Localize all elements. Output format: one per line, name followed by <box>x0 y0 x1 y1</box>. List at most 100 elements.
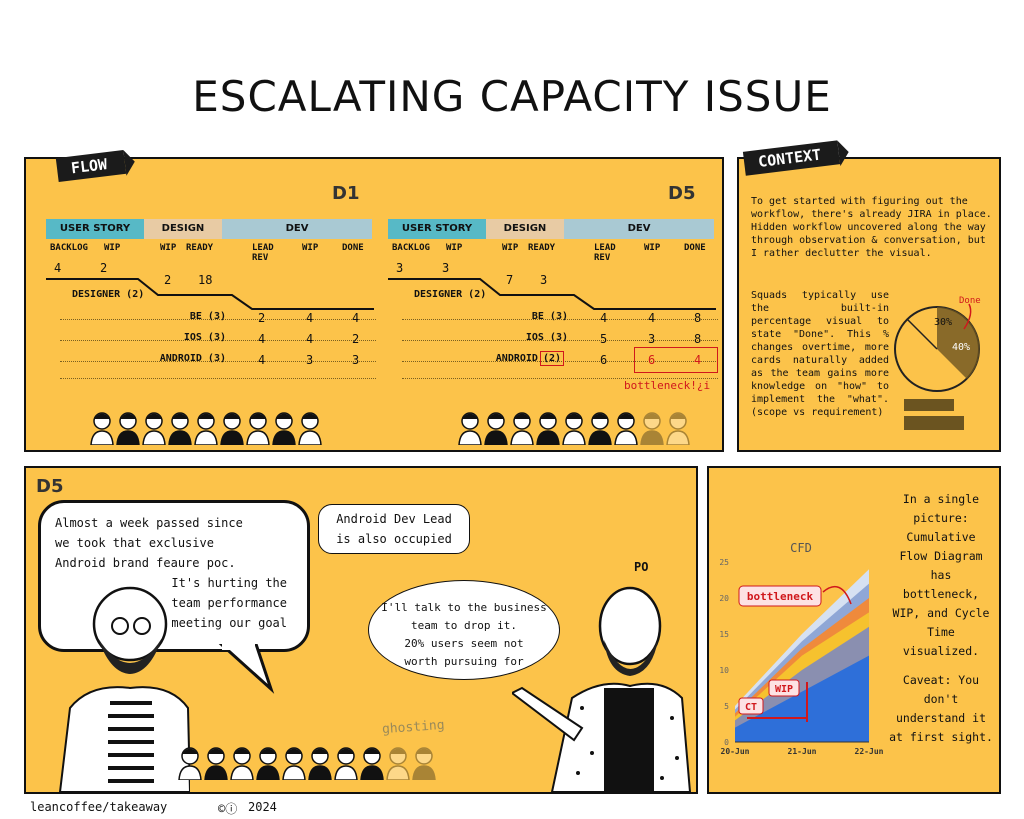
team-member-avatar <box>666 412 690 445</box>
bubble-line: Android Dev Lead <box>336 512 452 526</box>
ready-count: 3 <box>540 273 548 287</box>
row-label-text: IOS (3) <box>183 332 226 343</box>
board-day: D5 <box>668 183 696 204</box>
team-member-avatar <box>334 747 358 780</box>
row-label-text: ANDROID (3) <box>159 353 226 364</box>
context-paragraph-2: Squads typically use the built-in percen… <box>751 290 889 418</box>
y-tick-label: 20 <box>719 594 729 603</box>
col-wip: WIP <box>446 243 463 253</box>
ct-label-box <box>738 697 764 715</box>
speech-bubble-1: Almost a week passed since we took that e… <box>38 500 310 652</box>
row-label-text: BE (3) <box>531 311 568 322</box>
bottleneck-note: bottleneck!¿i <box>624 379 711 392</box>
design-wip-count: 2 <box>164 273 172 287</box>
cfd-text-line: has <box>930 568 952 582</box>
cfd-text-line: at first sight. <box>889 730 993 744</box>
row-wip: 4 <box>306 332 314 346</box>
row-label: BE (3) <box>140 311 226 322</box>
x-tick-label: 22-Jun <box>855 747 883 756</box>
team-member-avatar <box>194 412 218 445</box>
row-label: IOS (3) <box>140 332 226 343</box>
y-tick-label: 10 <box>719 666 729 675</box>
cfd-text-line: picture: <box>913 511 969 525</box>
bubble-line: team performance <box>171 596 287 610</box>
bubble-line: team to drop it. <box>411 619 517 632</box>
cfd-text-line: understand it <box>895 711 986 725</box>
team-member-avatar <box>168 412 192 445</box>
pie-label-40: 40% <box>952 342 971 353</box>
backlog-count: 4 <box>54 261 62 275</box>
bubble-line: we took that exclusive <box>55 536 214 550</box>
board-day: D1 <box>332 183 360 204</box>
col-design-wip: WIP <box>502 243 519 253</box>
row-wip: 4 <box>306 311 314 325</box>
col-lead-rev: LEAD REV <box>252 243 274 263</box>
cfd-chart: CFD 0 5 10 15 20 25 20-Jun 21-Jun 22-Jun bottlenec… <box>719 541 883 756</box>
bubble-line: It's hurting the <box>171 576 287 590</box>
ct-label: CT <box>745 702 757 713</box>
flow-board-d1: D1 USER STORY DESIGN DEV BACKLOG WIP WIP READY L… <box>46 159 376 449</box>
team-member-avatar <box>220 412 244 445</box>
row-dotted-line <box>402 361 718 363</box>
cfd-text-line: In a single <box>902 492 980 506</box>
page-title: ESCALATING CAPACITY ISSUE <box>192 72 832 121</box>
team-member-avatar <box>614 412 638 445</box>
design-wip-count: 7 <box>506 273 514 287</box>
team-member-avatar <box>510 412 534 445</box>
cc-icon: ©ⓘ <box>218 802 238 816</box>
ready-count: 18 <box>198 273 213 287</box>
team-member-avatar <box>360 747 384 780</box>
row-label: IOS (3) <box>482 332 568 343</box>
row-done: 2 <box>352 332 360 346</box>
row-label: ANDROID (3) <box>140 353 226 364</box>
row-lead-rev: 4 <box>600 311 608 325</box>
x-tick-label: 20-Jun <box>721 747 750 756</box>
team-member-avatar <box>246 412 270 445</box>
row-dotted-line <box>402 319 718 321</box>
row-dotted-line <box>60 361 376 363</box>
row-lead-rev: 2 <box>258 311 266 325</box>
bottleneck-arrow <box>822 585 852 605</box>
bubble-line: in meeting our goal <box>149 616 287 630</box>
x-tick-label: 21-Jun <box>788 747 817 756</box>
group-dev: DEV <box>222 219 372 239</box>
wip-count: 2 <box>100 261 108 275</box>
team-member-avatar <box>562 412 586 445</box>
team-member-avatar <box>386 747 410 780</box>
col-backlog: BACKLOG <box>50 243 88 253</box>
col-ready: READY <box>186 243 214 253</box>
backlog-count: 3 <box>396 261 404 275</box>
bubble-line: is also occupied <box>336 532 452 546</box>
group-design: DESIGN <box>486 219 564 239</box>
cfd-text-line: Time <box>927 625 955 639</box>
chart-title: CFD <box>790 541 812 555</box>
row-dotted-line <box>60 340 376 342</box>
row-dotted-line <box>60 378 376 380</box>
person-left-illustration <box>58 586 190 792</box>
bubble-line: 20% users seem not <box>404 637 524 650</box>
team-member-avatar <box>588 412 612 445</box>
team-member-avatar <box>308 747 332 780</box>
row-dotted-line <box>402 340 718 342</box>
row-done: 8 <box>694 332 702 346</box>
team-member-avatar <box>142 412 166 445</box>
person-po-illustration <box>512 586 692 792</box>
cfd-text-line: WIP, and Cycle <box>892 606 990 620</box>
row-lead-rev: 5 <box>600 332 608 346</box>
team-member-avatar <box>484 412 508 445</box>
workflow-line <box>388 278 716 310</box>
designer-label: DESIGNER (2) <box>72 289 145 300</box>
col-design-wip: WIP <box>160 243 177 253</box>
col-backlog: BACKLOG <box>392 243 430 253</box>
row-done: 4 <box>352 311 360 325</box>
cfd-panel: CFD 0 5 10 15 20 25 20-Jun 21-Jun 22-Jun bottlenec… <box>707 466 1001 794</box>
team-member-avatar <box>230 747 254 780</box>
team-member-avatar <box>256 747 280 780</box>
row-label-text: BE (3) <box>189 311 226 322</box>
col-ready: READY <box>528 243 556 253</box>
row-label-text: IOS (3) <box>525 332 568 343</box>
team-avatars-row <box>458 412 690 445</box>
context-panel: To get started with figuring out the wor… <box>737 157 1001 452</box>
col-wip: WIP <box>104 243 121 253</box>
pie-label-30: 30% <box>934 317 953 328</box>
